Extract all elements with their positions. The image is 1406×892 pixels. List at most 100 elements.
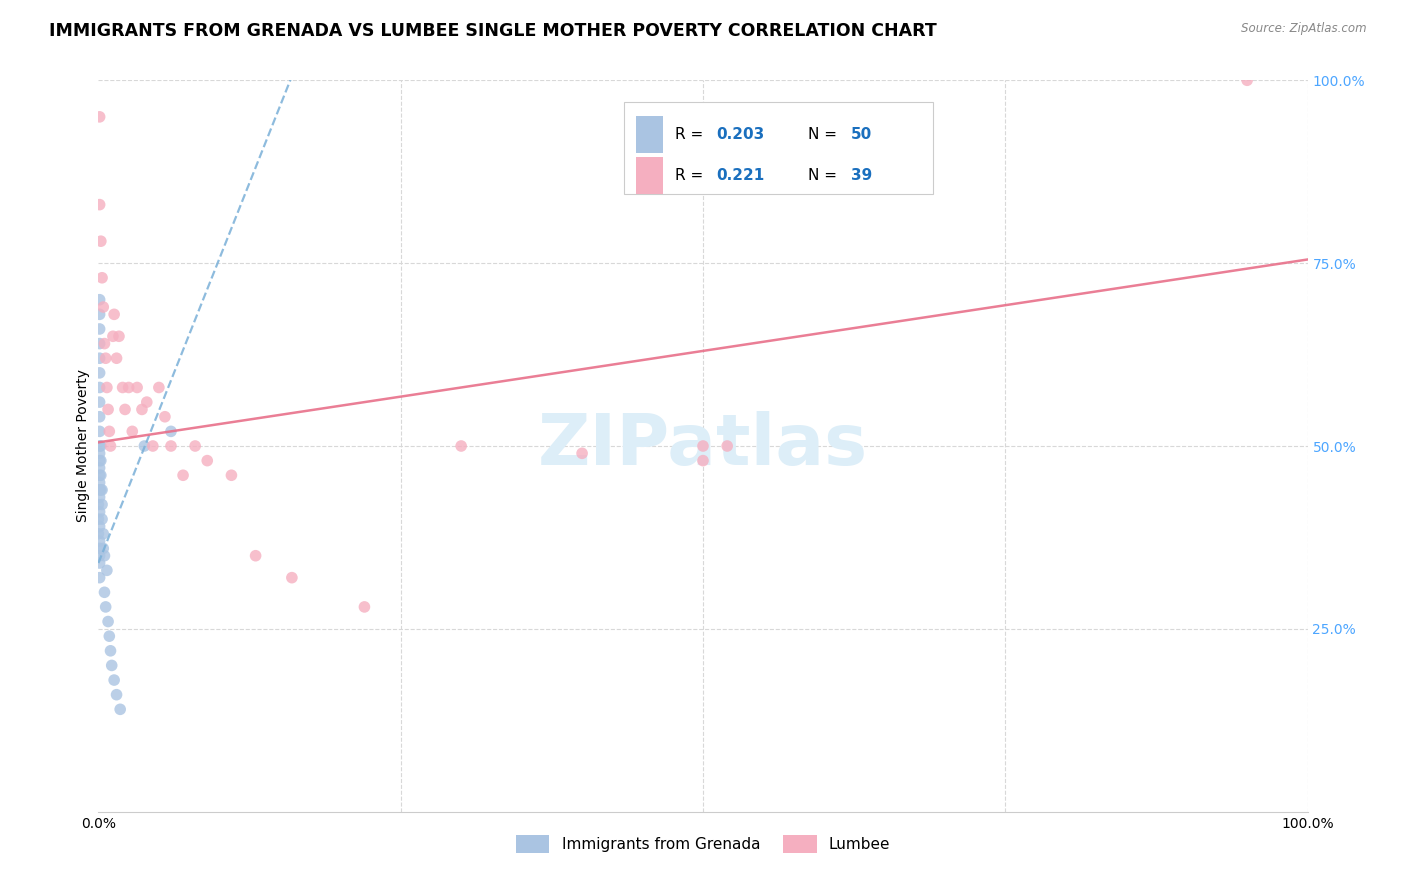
Point bbox=[87, 512, 110, 526]
Bar bbox=[637, 157, 664, 194]
Point bbox=[89, 351, 111, 366]
Point bbox=[148, 380, 170, 394]
FancyBboxPatch shape bbox=[624, 103, 932, 194]
Text: 50: 50 bbox=[851, 127, 872, 142]
Text: ZIPatlas: ZIPatlas bbox=[538, 411, 868, 481]
Point bbox=[91, 541, 114, 556]
Point bbox=[98, 425, 121, 439]
Point bbox=[90, 453, 112, 467]
Text: R =: R = bbox=[675, 127, 709, 142]
Point bbox=[89, 409, 111, 424]
Point bbox=[89, 534, 111, 549]
Point bbox=[91, 300, 114, 314]
Point bbox=[184, 439, 207, 453]
Point bbox=[91, 512, 114, 526]
Point bbox=[221, 468, 243, 483]
Point bbox=[105, 688, 128, 702]
Point bbox=[94, 599, 117, 614]
Point bbox=[89, 461, 111, 475]
Point bbox=[101, 329, 124, 343]
Point bbox=[89, 110, 111, 124]
Point bbox=[87, 526, 110, 541]
Point bbox=[89, 505, 111, 519]
Point bbox=[89, 446, 111, 460]
Point bbox=[571, 446, 593, 460]
Point bbox=[450, 439, 472, 453]
Point bbox=[245, 549, 267, 563]
Point bbox=[91, 483, 114, 497]
Text: N =: N = bbox=[808, 127, 842, 142]
Point bbox=[96, 563, 118, 577]
Y-axis label: Single Mother Poverty: Single Mother Poverty bbox=[76, 369, 90, 523]
Point bbox=[91, 270, 114, 285]
Point bbox=[98, 629, 121, 643]
Point bbox=[103, 673, 125, 687]
Point bbox=[89, 468, 111, 483]
Point bbox=[90, 468, 112, 483]
Point bbox=[281, 571, 304, 585]
Text: N =: N = bbox=[808, 168, 842, 183]
Point bbox=[100, 439, 122, 453]
Point bbox=[94, 351, 117, 366]
Point bbox=[89, 395, 111, 409]
Point bbox=[142, 439, 165, 453]
Point bbox=[91, 498, 114, 512]
Point bbox=[103, 307, 125, 321]
Point bbox=[90, 439, 112, 453]
Point bbox=[108, 329, 131, 343]
Point bbox=[93, 585, 115, 599]
Point bbox=[89, 380, 111, 394]
Point bbox=[134, 439, 156, 453]
Point bbox=[692, 439, 714, 453]
Point bbox=[91, 526, 114, 541]
Point bbox=[153, 409, 176, 424]
Point bbox=[93, 336, 115, 351]
Point bbox=[160, 425, 183, 439]
Point bbox=[89, 483, 111, 497]
Point bbox=[195, 453, 218, 467]
Point bbox=[105, 351, 128, 366]
Point bbox=[89, 556, 111, 570]
Point bbox=[114, 402, 136, 417]
Text: 39: 39 bbox=[851, 168, 872, 183]
Bar bbox=[637, 116, 664, 153]
Point bbox=[89, 307, 111, 321]
Point bbox=[89, 541, 111, 556]
Point bbox=[89, 519, 111, 533]
Legend: Immigrants from Grenada, Lumbee: Immigrants from Grenada, Lumbee bbox=[509, 829, 897, 859]
Text: R =: R = bbox=[675, 168, 709, 183]
Point bbox=[89, 336, 111, 351]
Point bbox=[89, 366, 111, 380]
Point bbox=[97, 615, 120, 629]
Point bbox=[135, 395, 157, 409]
Point bbox=[89, 490, 111, 504]
Point bbox=[96, 380, 118, 394]
Point bbox=[87, 498, 110, 512]
Point bbox=[89, 549, 111, 563]
Point bbox=[89, 197, 111, 211]
Point bbox=[90, 483, 112, 497]
Point bbox=[93, 549, 115, 563]
Point bbox=[89, 322, 111, 336]
Point bbox=[1236, 73, 1258, 87]
Point bbox=[89, 453, 111, 467]
Point bbox=[89, 439, 111, 453]
Point bbox=[111, 380, 134, 394]
Point bbox=[353, 599, 375, 614]
Point bbox=[131, 402, 153, 417]
Point bbox=[89, 293, 111, 307]
Point bbox=[172, 468, 194, 483]
Point bbox=[127, 380, 149, 394]
Text: IMMIGRANTS FROM GRENADA VS LUMBEE SINGLE MOTHER POVERTY CORRELATION CHART: IMMIGRANTS FROM GRENADA VS LUMBEE SINGLE… bbox=[49, 22, 936, 40]
Point bbox=[100, 658, 122, 673]
Text: 0.221: 0.221 bbox=[716, 168, 765, 183]
Point bbox=[90, 234, 112, 248]
Point bbox=[89, 571, 111, 585]
Point bbox=[100, 644, 122, 658]
Point bbox=[716, 439, 738, 453]
Point bbox=[97, 402, 120, 417]
Point bbox=[89, 425, 111, 439]
Point bbox=[121, 425, 143, 439]
Point bbox=[108, 702, 131, 716]
Point bbox=[160, 439, 183, 453]
